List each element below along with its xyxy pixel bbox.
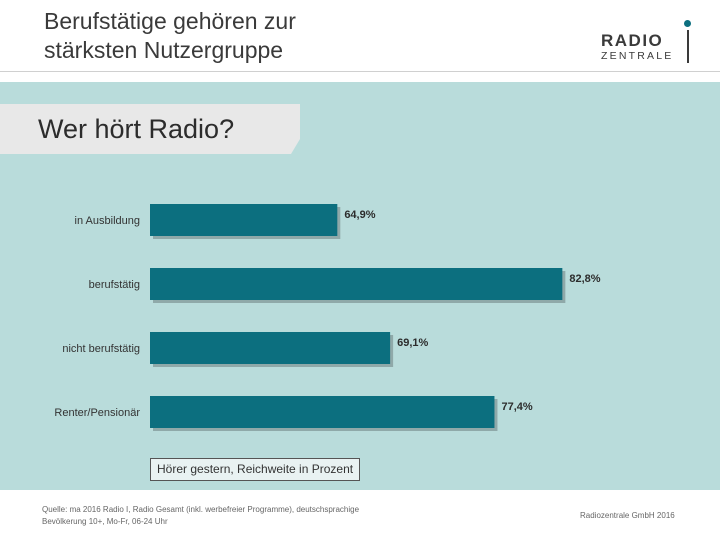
value-label: 64,9% [344,209,375,221]
bar [150,332,391,364]
value-label: 77,4% [501,401,532,413]
source-note: Quelle: ma 2016 Radio I, Radio Gesamt (i… [42,504,402,528]
bar-chart: in Ausbildung 64,9% berufstätig 82,8% nicht … [54,204,601,431]
page-title: Berufstätige gehören zur stärksten Nutze… [44,7,464,65]
source-line1: Quelle: ma 2016 Radio I, Radio Gesamt (i… [42,505,360,514]
chart-title: Wer hört Radio? [38,114,235,144]
footer: Quelle: ma 2016 Radio I, Radio Gesamt (i… [0,490,720,540]
bar [150,268,563,300]
radio-zentrale-logo: RADIO ZENTRALE [598,18,708,64]
value-label: 82,8% [569,273,600,285]
header-divider [0,71,720,72]
logo-bar-icon [687,30,689,63]
header: Berufstätige gehören zur stärksten Nutze… [0,0,720,72]
chart-note: Hörer gestern, Reichweite in Prozent [150,458,361,481]
category-label: berufstätig [89,279,140,291]
category-label: in Ausbildung [75,215,140,227]
logo-dot-icon [684,20,691,27]
chart-panel: Wer hört Radio? in Ausbildung 64,9% berufs… [0,82,720,490]
source-line2: Bevölkerung 10+, Mo-Fr, 06-24 Uhr [42,517,168,526]
category-label: nicht berufstätig [62,343,140,355]
value-label: 69,1% [397,337,428,349]
copyright: Radiozentrale GmbH 2016 [580,511,675,520]
page-title-line1: Berufstätige gehören zur [44,8,296,34]
category-label: Renter/Pensionär [54,407,140,419]
bar [150,396,495,428]
subtitle-banner [0,104,300,154]
bar [150,204,338,236]
logo-text-radio: RADIO [601,31,664,50]
page-title-line2: stärksten Nutzergruppe [44,37,284,63]
logo-text-zentrale: ZENTRALE [601,50,674,62]
